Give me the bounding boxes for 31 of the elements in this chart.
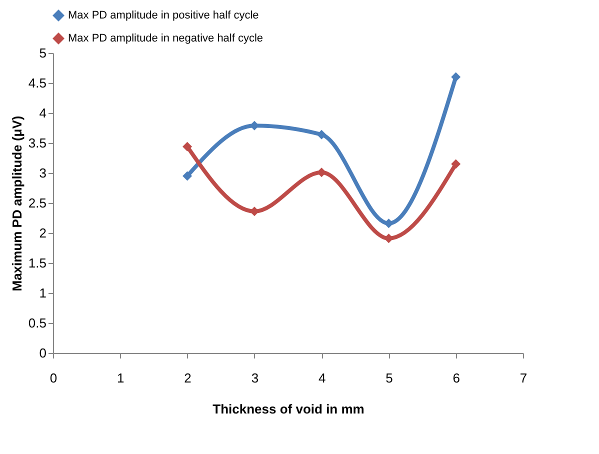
y-tick-label: 1 [39,286,46,300]
x-tick-label: 6 [452,370,460,386]
point [316,168,326,178]
x-tick-label: 1 [117,370,124,386]
x-tick-label: 0 [50,370,58,386]
x-tick-label: 7 [520,370,528,386]
y-tick-label: 2 [39,226,46,240]
point [384,234,394,244]
y-tick-label: 1.5 [28,256,46,270]
y-axis-title: Maximum PD amplitude (μV) [9,116,24,292]
legend-label: Max PD amplitude in negative half cycle [68,32,264,44]
y-tick-label: 4 [39,106,46,120]
point [451,72,461,82]
x-tick-label: 2 [184,370,192,386]
point [182,171,192,181]
point [182,142,192,152]
x-axis-title: Thickness of void in mm [212,402,364,416]
x-tick-label: 5 [386,370,393,386]
y-tick-label: 3.5 [28,136,46,150]
x-tick-label: 4 [318,370,326,386]
y-tick-label: 3 [39,166,46,180]
y-tick-label: 2.5 [28,196,46,210]
y-tick-label: 0 [39,346,46,360]
legend-label: Max PD amplitude in positive half cycle [68,10,259,22]
y-tick-label: 5 [39,46,46,60]
point [451,159,461,169]
point [316,130,326,140]
point [384,218,394,228]
x-tick-label: 3 [251,370,259,386]
y-tick-label: 4.5 [28,76,46,90]
y-tick-label: 0.5 [28,316,46,330]
